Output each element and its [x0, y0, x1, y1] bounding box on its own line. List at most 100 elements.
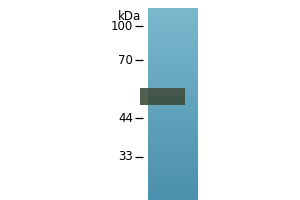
Bar [148, 32, 198, 33]
Bar [148, 59, 198, 60]
Bar [148, 27, 198, 28]
Bar [148, 78, 198, 80]
Bar [148, 89, 198, 90]
Bar [148, 78, 198, 79]
Bar [148, 28, 198, 30]
Bar [148, 135, 198, 136]
Bar [148, 118, 198, 119]
Bar [148, 66, 198, 67]
Bar [148, 188, 198, 190]
Bar [148, 174, 198, 175]
Bar [148, 85, 198, 86]
Bar [148, 55, 198, 56]
Bar [148, 18, 198, 19]
Bar [148, 169, 198, 170]
Bar [148, 176, 198, 177]
Bar [148, 16, 198, 17]
Bar [148, 48, 198, 49]
Bar [148, 71, 198, 73]
Bar [148, 44, 198, 45]
Bar [148, 139, 198, 140]
Bar [148, 157, 198, 158]
Bar [148, 155, 198, 156]
Bar [148, 162, 198, 163]
Bar [148, 23, 198, 24]
Bar [148, 8, 198, 9]
Bar [148, 36, 198, 37]
Bar [148, 51, 198, 52]
Bar [148, 153, 198, 154]
Bar [148, 146, 198, 147]
Bar [148, 140, 198, 142]
Bar [148, 174, 198, 176]
Bar [148, 130, 198, 131]
Bar [148, 173, 198, 174]
Bar [148, 34, 198, 35]
Bar [148, 101, 198, 102]
Bar [148, 190, 198, 192]
Bar [148, 134, 198, 135]
Bar [148, 29, 198, 30]
Bar [148, 199, 198, 200]
Bar [148, 48, 198, 49]
Bar [148, 53, 198, 54]
Bar [148, 70, 198, 71]
Text: 70: 70 [118, 53, 133, 66]
Bar [148, 158, 198, 160]
Bar [148, 142, 198, 143]
Bar [148, 73, 198, 74]
Bar [148, 105, 198, 106]
Bar [148, 126, 198, 128]
Bar [148, 129, 198, 130]
Bar [148, 180, 198, 181]
Bar [148, 10, 198, 11]
Bar [148, 69, 198, 71]
Bar [148, 168, 198, 169]
Bar [148, 21, 198, 22]
Bar [148, 141, 198, 142]
Bar [148, 100, 198, 101]
Bar [148, 195, 198, 196]
Bar [148, 11, 198, 12]
Bar [148, 62, 198, 63]
Bar [148, 122, 198, 123]
Bar [148, 154, 198, 155]
Bar [148, 135, 198, 136]
Bar [148, 57, 198, 58]
Bar [148, 50, 198, 51]
Bar [148, 119, 198, 120]
Bar [148, 37, 198, 39]
Bar [148, 156, 198, 157]
Bar [148, 39, 198, 40]
Bar [148, 138, 198, 139]
Bar [148, 75, 198, 76]
Bar [148, 144, 198, 145]
Bar [148, 43, 198, 44]
Bar [148, 25, 198, 26]
Bar [148, 88, 198, 89]
Bar [148, 83, 198, 84]
Bar [148, 119, 198, 120]
Bar [148, 96, 198, 97]
Bar [148, 49, 198, 50]
Bar [148, 34, 198, 35]
Bar [148, 196, 198, 197]
Bar [148, 194, 198, 195]
Bar [148, 125, 198, 126]
Bar [148, 84, 198, 85]
Bar [148, 164, 198, 165]
Bar [148, 114, 198, 115]
Bar [148, 183, 198, 184]
Bar [148, 156, 198, 158]
Bar [148, 147, 198, 148]
Bar [148, 165, 198, 167]
Bar [148, 9, 198, 10]
Bar [148, 196, 198, 197]
Bar [148, 65, 198, 66]
Bar [148, 152, 198, 153]
Bar [148, 76, 198, 77]
Bar [148, 178, 198, 179]
Bar [148, 137, 198, 138]
Bar [148, 126, 198, 127]
Bar [148, 81, 198, 82]
